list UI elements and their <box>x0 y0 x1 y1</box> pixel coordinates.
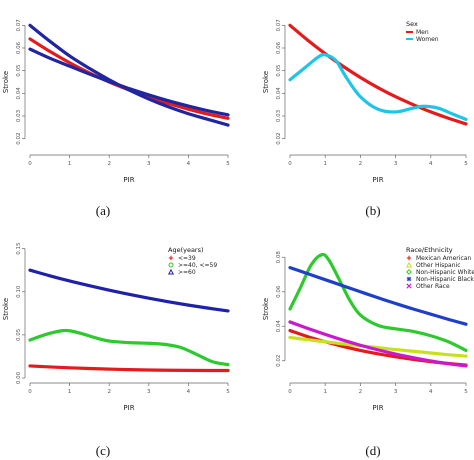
legend-label: >=60 <box>178 269 196 276</box>
y-tick-label: 0.15 <box>16 242 22 255</box>
x-tick-label: 2 <box>107 161 111 167</box>
legend-title: Age(years) <box>168 246 204 254</box>
y-axis-title: Stroke <box>2 71 10 93</box>
series-line-d-5 <box>288 320 468 368</box>
panel-caption: (d) <box>365 443 380 458</box>
x-tick-label: 1 <box>68 161 72 167</box>
legend-marker <box>406 269 412 275</box>
x-tick-label: 1 <box>323 161 327 167</box>
series-line-b-2 <box>288 52 468 121</box>
y-tick-label: 0.05 <box>16 64 22 77</box>
x-tick-label: 1 <box>323 389 327 395</box>
legend-marker <box>168 262 174 268</box>
series-line-a-1 <box>28 37 230 120</box>
series-line-b-1 <box>288 23 468 126</box>
y-tick-label: 0.08 <box>276 251 282 264</box>
series-line-c-2 <box>28 328 230 367</box>
legend-label: Non-Hispanic Black <box>416 276 474 283</box>
y-tick-label: 0.04 <box>276 87 282 100</box>
legend-label: Women <box>416 36 439 43</box>
x-tick-label: 0 <box>28 161 32 167</box>
legend-title: Sex <box>406 20 418 28</box>
y-tick-label: 0.03 <box>276 109 282 122</box>
x-tick-label: 3 <box>147 161 151 167</box>
y-tick-label: 0.05 <box>16 328 22 341</box>
series-line-c-3 <box>28 268 230 313</box>
y-tick-label: 0.02 <box>276 355 282 367</box>
chart-panel-a: 0 1 2 3 4 5 0.02 0.03 0.04 0.05 0.06 0.07 PIR Stroke (… <box>2 19 230 218</box>
x-tick-label: 4 <box>187 389 191 395</box>
x-tick-label: 4 <box>187 161 191 167</box>
x-tick-label: 0 <box>288 161 292 167</box>
x-tick-label: 2 <box>359 161 363 167</box>
x-tick-label: 4 <box>429 161 433 167</box>
y-axis-title: Stroke <box>262 71 270 93</box>
x-tick-label: 0 <box>288 389 292 395</box>
x-axis-title: PIR <box>123 176 134 184</box>
legend-label: Other Hispanic <box>416 262 461 269</box>
series-line-a-3 <box>28 47 230 117</box>
legend-marker <box>168 255 174 261</box>
y-tick-label: 0.07 <box>16 19 22 32</box>
x-tick-label: 3 <box>147 389 151 395</box>
y-tick-label: 0.07 <box>276 19 282 32</box>
legend-title: Race/Ethnicity <box>406 246 453 254</box>
legend-label: Other Race <box>416 283 450 290</box>
x-tick-label: 2 <box>359 389 363 395</box>
x-tick-label: 1 <box>68 389 72 395</box>
y-axis-title: Stroke <box>2 298 10 320</box>
x-tick-label: 0 <box>28 389 32 395</box>
x-axis-title: PIR <box>123 404 134 412</box>
legend-label: Mexican American <box>416 255 471 262</box>
y-tick-label: 0.02 <box>16 133 22 145</box>
x-tick-label: 5 <box>226 161 230 167</box>
x-tick-label: 3 <box>394 389 398 395</box>
y-tick-label: 0.06 <box>276 41 282 54</box>
y-tick-label: 0.00 <box>16 371 22 384</box>
x-tick-label: 4 <box>429 389 433 395</box>
series-line-d-3 <box>288 252 468 352</box>
x-tick-label: 5 <box>464 389 468 395</box>
y-tick-label: 0.06 <box>276 285 282 298</box>
chart-panel-d: 0 1 2 3 4 5 0.02 0.04 0.06 0.08 PIR Stroke Race/Ethn… <box>262 246 474 458</box>
series-line-c-1 <box>28 364 230 373</box>
legend-marker <box>406 255 412 261</box>
panel-caption: (c) <box>96 443 110 458</box>
y-tick-label: 0.04 <box>16 87 22 100</box>
x-tick-label: 3 <box>394 161 398 167</box>
legend-label: Men <box>416 29 429 36</box>
chart-panel-b: 0 1 2 3 4 5 0.02 0.03 0.04 0.05 0.06 0.07 PIR Stroke S… <box>262 19 468 218</box>
y-tick-label: 0.06 <box>16 41 22 54</box>
x-tick-label: 2 <box>107 389 111 395</box>
series-line-d-4 <box>288 266 468 326</box>
y-tick-label: 0.04 <box>276 320 282 333</box>
legend-label: <=39 <box>178 255 196 262</box>
legend-marker <box>406 276 412 282</box>
legend-label: >=40, <=59 <box>178 262 217 269</box>
panel-caption: (b) <box>365 203 380 218</box>
y-tick-label: 0.03 <box>16 109 22 122</box>
x-tick-label: 5 <box>464 161 468 167</box>
legend-label: Non-Hispanic White <box>416 269 474 276</box>
legend-marker <box>405 261 413 268</box>
y-tick-label: 0.05 <box>276 64 282 77</box>
x-axis-title: PIR <box>372 404 383 412</box>
legend-marker <box>167 268 175 275</box>
chart-panel-c: 0 1 2 3 4 5 0.00 0.05 0.10 0.15 PIR Stroke Age(years… <box>2 242 230 458</box>
panel-caption: (a) <box>96 203 110 218</box>
legend-marker <box>406 283 412 289</box>
y-axis-title: Stroke <box>262 298 270 320</box>
y-tick-label: 0.02 <box>276 133 282 145</box>
x-tick-label: 5 <box>226 389 230 395</box>
series-line-d-2 <box>288 335 468 358</box>
x-axis-title: PIR <box>372 176 383 184</box>
y-tick-label: 0.10 <box>16 285 22 298</box>
